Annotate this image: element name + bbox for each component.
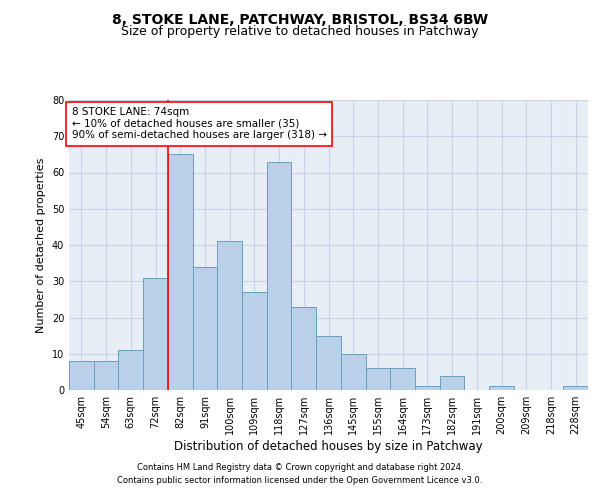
Bar xyxy=(415,386,440,390)
Bar xyxy=(143,278,168,390)
Bar xyxy=(69,361,94,390)
Bar xyxy=(440,376,464,390)
Bar xyxy=(168,154,193,390)
Bar xyxy=(341,354,365,390)
Text: 8, STOKE LANE, PATCHWAY, BRISTOL, BS34 6BW: 8, STOKE LANE, PATCHWAY, BRISTOL, BS34 6… xyxy=(112,12,488,26)
Bar xyxy=(267,162,292,390)
Text: Size of property relative to detached houses in Patchway: Size of property relative to detached ho… xyxy=(121,25,479,38)
Bar xyxy=(292,306,316,390)
Bar xyxy=(563,386,588,390)
Bar xyxy=(316,336,341,390)
Bar xyxy=(489,386,514,390)
Text: Contains public sector information licensed under the Open Government Licence v3: Contains public sector information licen… xyxy=(118,476,482,485)
Bar xyxy=(217,242,242,390)
Bar xyxy=(118,350,143,390)
Bar xyxy=(193,267,217,390)
Bar xyxy=(94,361,118,390)
Bar xyxy=(390,368,415,390)
Y-axis label: Number of detached properties: Number of detached properties xyxy=(36,158,46,332)
X-axis label: Distribution of detached houses by size in Patchway: Distribution of detached houses by size … xyxy=(174,440,483,453)
Bar xyxy=(242,292,267,390)
Bar xyxy=(365,368,390,390)
Text: 8 STOKE LANE: 74sqm
← 10% of detached houses are smaller (35)
90% of semi-detach: 8 STOKE LANE: 74sqm ← 10% of detached ho… xyxy=(71,108,326,140)
Text: Contains HM Land Registry data © Crown copyright and database right 2024.: Contains HM Land Registry data © Crown c… xyxy=(137,464,463,472)
